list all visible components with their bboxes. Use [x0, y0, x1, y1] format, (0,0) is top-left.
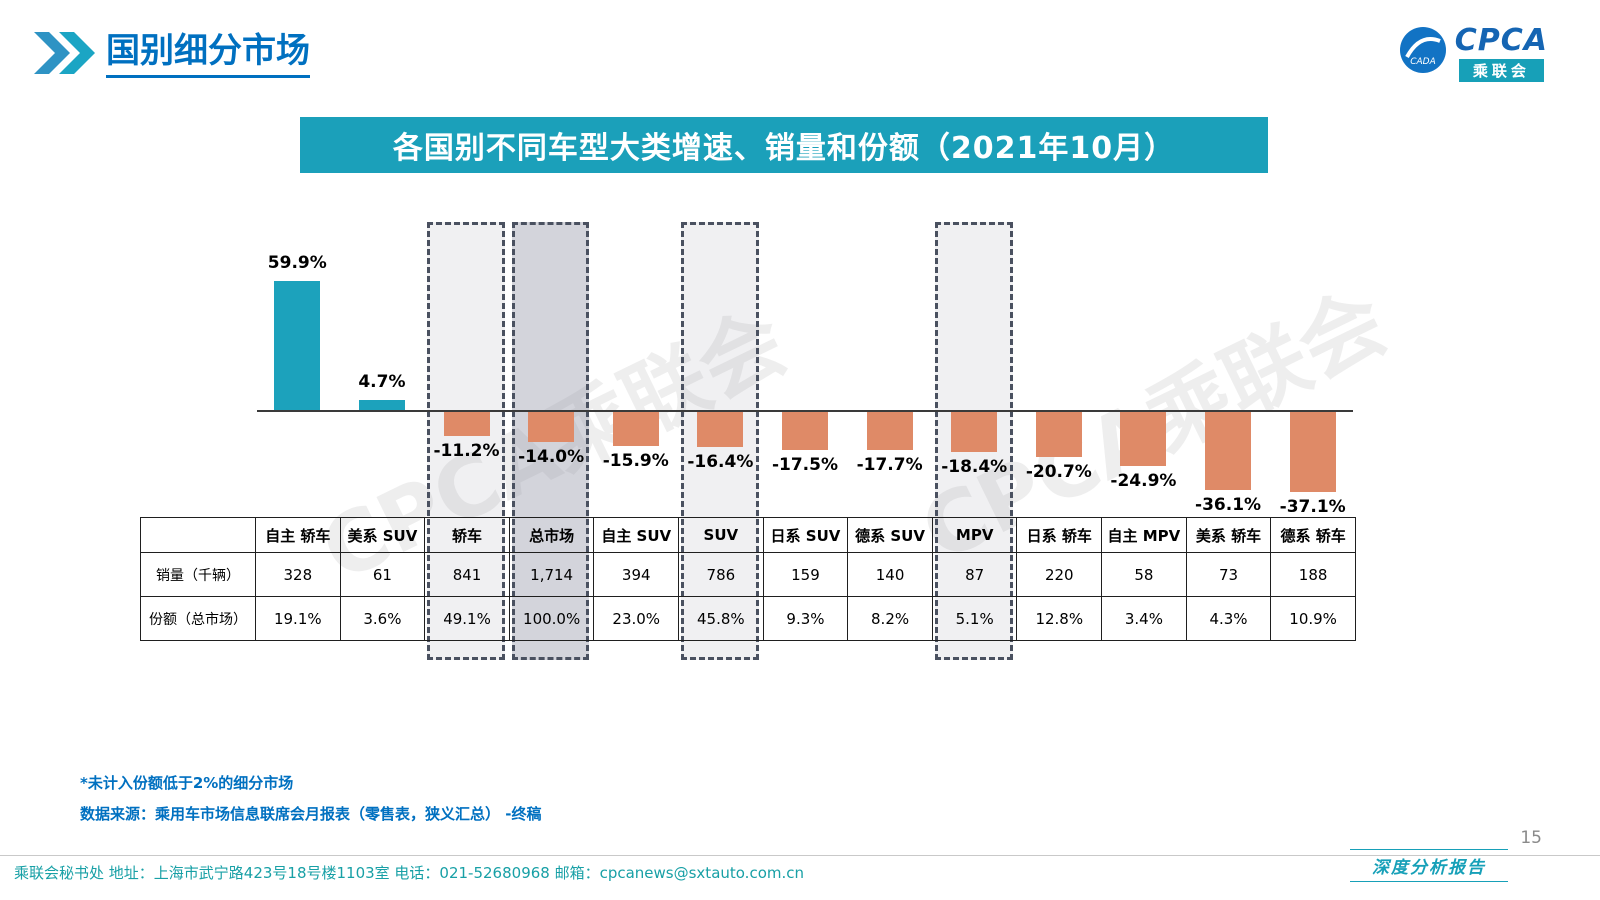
table-cell: 394 [593, 552, 680, 597]
table-cell: 841 [424, 552, 510, 597]
row-label: 销量（千辆） [140, 552, 256, 597]
table-corner-cell [140, 517, 256, 553]
table-cell: 188 [1270, 552, 1356, 597]
cada-emblem-icon: CADA [1399, 26, 1447, 78]
column-header: MPV [931, 517, 1018, 553]
growth-bar [612, 412, 659, 446]
table-cell: 61 [339, 552, 426, 597]
bar-value-label: -20.7% [1025, 462, 1092, 482]
growth-bar [1035, 412, 1082, 457]
svg-text:CADA: CADA [1410, 57, 1436, 67]
table-cell: 49.1% [424, 596, 510, 641]
cpca-logo: CADA CPCA 乘联会 [1399, 26, 1548, 82]
table-cell: 10.9% [1270, 596, 1356, 641]
table-cell: 328 [255, 552, 341, 597]
sales-row: 销量（千辆） 328 61 841 1,714 394 786 159 140 87 220 58 73… [140, 552, 1356, 597]
bar-value-label: -11.2% [433, 441, 500, 461]
table-cell: 87 [931, 552, 1018, 597]
column-header: 德系 SUV [847, 517, 933, 553]
table-cell: 73 [1185, 552, 1272, 597]
footnote-share-threshold: *未计入份额低于2%的细分市场 [80, 774, 294, 792]
chart-title: 各国别不同车型大类增速、销量和份额（2021年10月） [392, 131, 1176, 166]
table-cell: 140 [847, 552, 933, 597]
table-cell: 58 [1101, 552, 1187, 597]
growth-bar [274, 281, 321, 410]
table-cell: 9.3% [762, 596, 849, 641]
growth-bar [1289, 412, 1336, 492]
table-cell: 5.1% [931, 596, 1018, 641]
growth-bar [697, 412, 744, 447]
bar-value-label: -16.4% [687, 452, 754, 472]
column-header: 日系 轿车 [1016, 517, 1103, 553]
bar-value-label: -24.9% [1110, 471, 1177, 491]
double-chevron-icon [34, 32, 96, 78]
column-header: 轿车 [424, 517, 510, 553]
cpca-sub-label: 乘联会 [1458, 59, 1544, 82]
column-header: 总市场 [508, 517, 595, 553]
bar-value-label: -17.5% [771, 455, 839, 475]
table-cell: 159 [762, 552, 849, 597]
footnote-data-source: 数据来源：乘用车市场信息联席会月报表（零售表，狭义汇总） -终稿 [80, 805, 542, 823]
bar-value-label: -36.1% [1195, 495, 1262, 515]
footer-divider [0, 855, 1600, 856]
growth-bar [358, 400, 405, 410]
table-cell: 19.1% [255, 596, 341, 641]
cpca-wordmark: CPCA [1454, 23, 1548, 58]
cpca-logo-text: CPCA 乘联会 [1455, 26, 1548, 82]
column-header: 自主 MPV [1101, 517, 1187, 553]
table-cell: 786 [678, 552, 764, 597]
table-cell: 12.8% [1016, 596, 1103, 641]
table-cell: 3.6% [339, 596, 426, 641]
growth-bar [1120, 412, 1167, 466]
page-number: 15 [1520, 828, 1542, 848]
table-cell: 220 [1016, 552, 1103, 597]
footer-contact: 乘联会秘书处 地址：上海市武宁路423号18号楼1103室 电话：021-526… [14, 864, 805, 882]
bar-value-label: -15.9% [602, 451, 669, 471]
table-header-row: 自主 轿车 美系 SUV 轿车 总市场 自主 SUV SUV 日系 SUV 德系 SUV MPV… [140, 517, 1356, 553]
column-header: SUV [678, 517, 764, 553]
table-cell: 3.4% [1101, 596, 1187, 641]
report-tag: 深度分析报告 [1350, 849, 1508, 882]
table-cell: 1,714 [508, 552, 595, 597]
growth-bar [782, 412, 828, 450]
data-table: 自主 轿车 美系 SUV 轿车 总市场 自主 SUV SUV 日系 SUV 德系 SUV MPV… [140, 517, 1356, 641]
chart-baseline [257, 410, 1353, 412]
bar-value-label: -14.0% [518, 447, 585, 467]
column-header: 美系 SUV [339, 517, 426, 553]
growth-bar [1205, 412, 1252, 490]
table-cell: 8.2% [847, 596, 933, 641]
growth-bar [866, 412, 913, 450]
column-header: 德系 轿车 [1270, 517, 1356, 553]
column-header: 美系 轿车 [1185, 517, 1272, 553]
table-cell: 100.0% [508, 596, 595, 641]
growth-bar [443, 412, 490, 436]
column-header: 日系 SUV [762, 517, 849, 553]
chart-title-banner: 各国别不同车型大类增速、销量和份额（2021年10月） [300, 117, 1268, 173]
growth-bar [951, 412, 998, 452]
bar-value-label: -37.1% [1279, 497, 1346, 517]
header: 国别细分市场 [34, 32, 310, 78]
table-cell: 4.3% [1185, 596, 1272, 641]
row-label: 份额（总市场） [140, 596, 256, 641]
bar-value-label: -17.7% [856, 455, 923, 475]
column-header: 自主 轿车 [255, 517, 341, 553]
table-cell: 23.0% [593, 596, 680, 641]
growth-bar [528, 412, 575, 442]
share-row: 份额（总市场） 19.1% 3.6% 49.1% 100.0% 23.0% 45.8% 9.3… [140, 596, 1356, 641]
bar-value-label: -18.4% [941, 457, 1008, 477]
page-title: 国别细分市场 [106, 32, 310, 78]
bar-value-label: 59.9% [267, 253, 327, 273]
table-cell: 45.8% [678, 596, 764, 641]
column-header: 自主 SUV [593, 517, 680, 553]
bar-value-label: 4.7% [358, 372, 406, 392]
